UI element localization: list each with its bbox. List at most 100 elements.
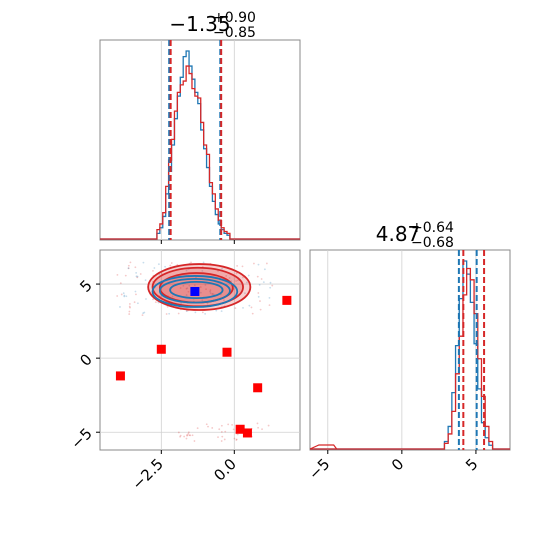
joint-sample-point — [231, 423, 233, 426]
joint-sample-point — [234, 307, 237, 310]
joint-sample-point — [235, 280, 237, 282]
joint-sample-point — [220, 440, 223, 442]
joint-sample-point — [183, 435, 186, 438]
joint-sample-point — [236, 264, 239, 267]
joint-sample-point — [127, 264, 130, 267]
joint-markers — [115, 286, 292, 438]
hist-param-1-panel: −1.35 +0.90 −0.85 — [99, 10, 301, 244]
joint-sample-point — [235, 438, 238, 441]
joint-panel: −2.5 0.0 −505 — [67, 249, 301, 493]
hist-param-1-quantile-lines — [168, 40, 223, 240]
joint-sample-point — [116, 295, 119, 297]
joint-sample-point — [217, 436, 219, 439]
joint-sample-point — [235, 439, 238, 441]
joint-sample-point — [259, 300, 261, 302]
joint-sample-point — [190, 261, 192, 264]
joint-sample-point — [128, 305, 131, 308]
joint-sample-point — [134, 266, 137, 269]
joint-sample-point — [142, 312, 145, 315]
joint-sample-point — [177, 312, 180, 315]
hist-param-2-quantile-lines — [457, 250, 486, 450]
joint-sample-point — [256, 275, 259, 278]
joint-sample-point — [191, 434, 194, 437]
joint-sample-point — [262, 281, 265, 284]
red-square-marker-0 — [282, 295, 292, 305]
joint-sample-point — [128, 310, 131, 313]
hist-param-1-steps — [100, 50, 300, 240]
joint-sample-point — [258, 283, 261, 286]
joint-sample-point — [154, 301, 157, 304]
joint-sample-point — [205, 288, 207, 291]
joint-sample-point — [215, 309, 218, 312]
joint-sample-point — [202, 261, 205, 264]
joint-sample-point — [124, 274, 127, 277]
joint-sample-point — [189, 434, 192, 437]
param-1-title-minus: −0.85 — [213, 25, 256, 41]
joint-sample-point — [235, 272, 238, 275]
joint-sample-point — [186, 434, 188, 437]
joint-sample-point — [228, 277, 231, 279]
joint-sample-point — [136, 275, 139, 278]
joint-sample-point — [128, 303, 131, 305]
joint-sample-point — [127, 267, 130, 270]
joint-sample-point — [169, 264, 172, 267]
joint-sample-point — [135, 271, 138, 274]
joint-sample-point — [225, 274, 228, 277]
joint-sample-point — [168, 312, 171, 315]
joint-sample-point — [206, 302, 209, 305]
red-square-marker-5 — [235, 424, 245, 434]
param-1-title-center: −1.35 — [169, 12, 230, 36]
param-2-title-center: 4.87 — [376, 222, 421, 246]
joint-sample-point — [236, 433, 239, 436]
joint-sample-point — [268, 304, 271, 306]
joint-sample-point — [196, 427, 199, 430]
joint-sample-point — [123, 294, 126, 297]
red-square-marker-3 — [115, 371, 125, 381]
joint-sample-point — [199, 291, 202, 294]
joint-sample-point — [179, 434, 182, 437]
joint-sample-point — [199, 286, 202, 288]
joint-sample-point — [160, 272, 163, 275]
joint-sample-point — [232, 428, 235, 431]
joint-sample-point — [250, 306, 253, 309]
joint-sample-point — [265, 262, 268, 265]
joint-sample-point — [171, 295, 174, 298]
joint-sample-point — [188, 284, 191, 287]
hist-param-1-red-series — [100, 65, 300, 240]
joint-sample-point — [248, 304, 251, 307]
joint-sample-point — [211, 427, 214, 429]
hist-param-2-panel: −5 0 5 4.87 +0.64 −0.68 — [305, 220, 511, 483]
joint-sample-point — [187, 290, 190, 293]
joint-sample-point — [145, 298, 147, 300]
joint-sample-point — [257, 292, 260, 294]
joint-sample-point — [252, 262, 255, 265]
red-square-marker-6 — [242, 428, 252, 438]
joint-sample-point — [256, 422, 259, 425]
hist-param-1-xticks — [160, 240, 235, 244]
joint-sample-point — [244, 292, 246, 295]
hist-param-1-frame — [99, 39, 301, 241]
joint-sample-point — [257, 295, 260, 298]
joint-sample-point — [237, 279, 239, 282]
joint-sample-point — [182, 284, 185, 287]
joint-sample-point — [152, 269, 154, 272]
joint-sample-point — [193, 440, 196, 442]
joint-sample-point — [142, 261, 145, 264]
joint-sample-point — [269, 286, 272, 289]
joint-sample-point — [177, 431, 180, 434]
joint-sample-point — [153, 267, 156, 269]
joint-sample-point — [180, 302, 182, 305]
joint-sample-point — [209, 289, 212, 292]
param-2-title: 4.87 — [376, 222, 421, 246]
joint-sample-point — [129, 306, 131, 309]
red-square-marker-1 — [156, 344, 166, 354]
joint-sample-point — [119, 306, 121, 308]
joint-sample-point — [261, 428, 263, 431]
joint-sample-point — [127, 267, 130, 270]
joint-sample-point — [247, 274, 250, 277]
joint-sample-point — [257, 426, 259, 429]
red-square-marker-2 — [222, 347, 232, 357]
joint-sample-point — [204, 313, 207, 315]
joint-sample-point — [224, 430, 227, 433]
